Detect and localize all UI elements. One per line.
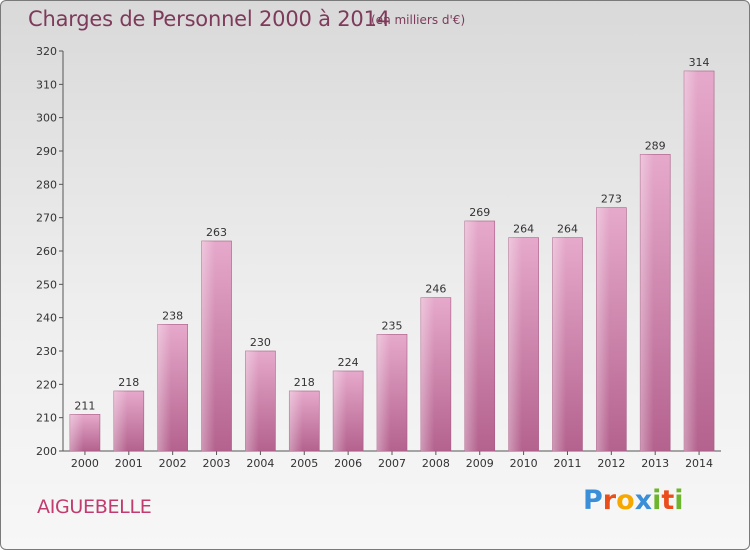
bar-highlight — [69, 414, 84, 451]
axes: 200 210 220 230 240 250 260 270 280 290 300 310 320 2… — [36, 45, 721, 470]
y-tick-label: 300 — [36, 112, 57, 125]
x-tick-label: 2013 — [641, 457, 669, 470]
x-tick-label: 2002 — [159, 457, 187, 470]
y-tick-label: 320 — [36, 45, 57, 58]
bar-highlight — [596, 207, 610, 451]
data-label: 314 — [689, 56, 710, 69]
x-tick-label: 2012 — [597, 457, 625, 470]
logo-letter: i — [652, 485, 662, 516]
data-label: 273 — [601, 193, 622, 206]
bar-highlight — [377, 334, 391, 451]
bar-highlight — [245, 351, 259, 451]
y-tick-label: 230 — [36, 345, 57, 358]
bar-highlight — [640, 154, 654, 452]
logo-letter: x — [634, 485, 653, 516]
logo-letter: t — [661, 485, 675, 516]
bars: 211 218 238 263 230 218 224 235 246 269 264 264 273 2… — [69, 56, 715, 452]
y-tick-label: 220 — [36, 378, 57, 391]
chart-title: Charges de Personnel 2000 à 2014 — [28, 7, 390, 31]
bar-highlight — [684, 71, 698, 451]
bar-highlight — [201, 241, 216, 451]
x-tick-label: 2008 — [422, 457, 450, 470]
data-label: 269 — [469, 206, 490, 219]
data-label: 289 — [645, 139, 666, 152]
bar-highlight — [552, 237, 566, 451]
x-tick-label: 2001 — [115, 457, 143, 470]
logo-letter: o — [616, 485, 635, 516]
y-tick-label: 260 — [36, 245, 57, 258]
x-tick-label: 2009 — [466, 457, 494, 470]
x-tick-label: 2006 — [334, 457, 362, 470]
data-label: 246 — [425, 283, 446, 296]
logo-letter: r — [602, 485, 617, 516]
chart-subtitle: (en milliers d'€) — [371, 13, 466, 27]
data-label: 238 — [162, 309, 183, 322]
bar-highlight — [113, 391, 128, 451]
data-label: 264 — [557, 223, 578, 236]
data-label: 218 — [118, 376, 139, 389]
y-tick-label: 240 — [36, 312, 57, 325]
logo-letter: P — [583, 485, 603, 516]
y-tick-label: 250 — [36, 278, 57, 291]
data-label: 264 — [513, 223, 534, 236]
y-tick-label: 200 — [36, 445, 57, 458]
x-tick-label: 2004 — [246, 457, 274, 470]
bar-highlight — [464, 221, 479, 451]
data-label: 263 — [206, 226, 227, 239]
bar-highlight — [508, 237, 523, 451]
bar-highlight — [289, 391, 303, 451]
logo-letter: i — [674, 485, 684, 516]
data-label: 211 — [74, 399, 95, 412]
x-tick-label: 2014 — [685, 457, 713, 470]
y-tick-label: 210 — [36, 412, 57, 425]
place-name: AIGUEBELLE — [37, 496, 152, 518]
x-tick-label: 2000 — [71, 457, 99, 470]
x-tick-label: 2011 — [553, 457, 581, 470]
x-tick-label: 2003 — [203, 457, 231, 470]
y-tick-label: 310 — [36, 78, 57, 91]
data-label: 218 — [294, 376, 315, 389]
bar-highlight — [420, 297, 435, 451]
data-label: 230 — [250, 336, 271, 349]
data-label: 235 — [382, 319, 403, 332]
data-label: 224 — [338, 356, 359, 369]
proxiti-logo: Proxiti — [583, 485, 684, 516]
y-tick-label: 290 — [36, 145, 57, 158]
y-tick-label: 270 — [36, 212, 57, 225]
bar-highlight — [333, 371, 347, 451]
bar-highlight — [157, 324, 172, 451]
x-tick-label: 2010 — [510, 457, 538, 470]
y-tick-label: 280 — [36, 178, 57, 191]
x-tick-label: 2005 — [290, 457, 318, 470]
x-tick-label: 2007 — [378, 457, 406, 470]
